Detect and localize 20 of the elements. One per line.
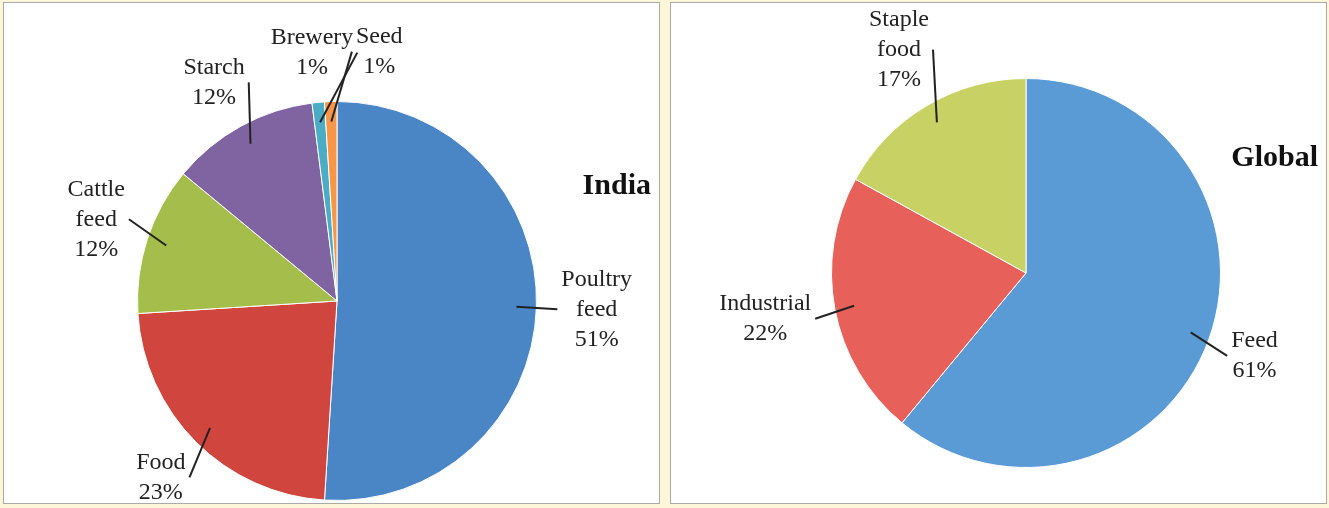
slice-label: Staple food xyxy=(869,4,929,61)
slice-label: Feed xyxy=(1231,326,1278,353)
data-label: 1% xyxy=(295,52,328,79)
slice-label: Cattle feed xyxy=(67,174,125,231)
slice-label: Starch xyxy=(183,52,245,79)
slice-label: Industrial xyxy=(719,289,812,316)
slice-label: Poultry feed xyxy=(561,264,633,321)
data-label: 12% xyxy=(74,234,119,261)
text: India xyxy=(582,166,651,200)
data-label: 17% xyxy=(877,64,921,91)
text: Global xyxy=(1231,138,1318,172)
data-label: 22% xyxy=(743,319,788,346)
data-label: 12% xyxy=(192,82,237,109)
data-label: 1% xyxy=(363,51,396,78)
slice-label: Brewery xyxy=(270,22,354,49)
data-label: 23% xyxy=(138,477,183,504)
slice-label: Food xyxy=(136,447,186,474)
data-label: 61% xyxy=(1232,356,1277,383)
slice-label: Seed xyxy=(355,21,403,48)
data-label: 51% xyxy=(574,324,619,351)
